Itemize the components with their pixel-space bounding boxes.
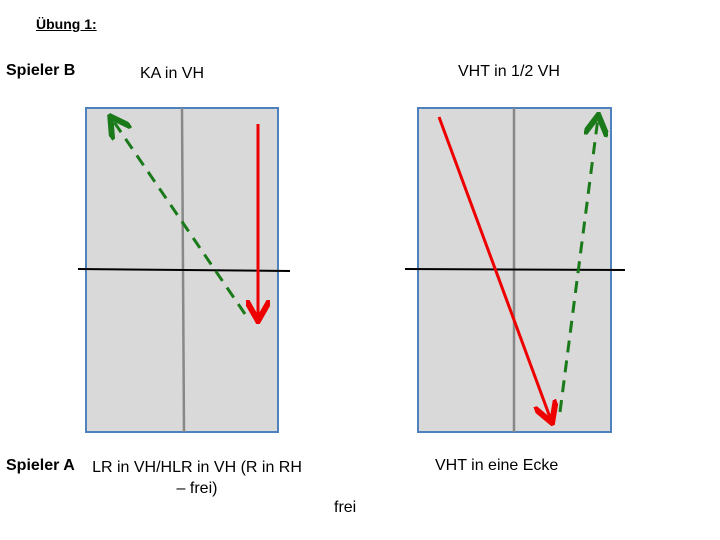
player-a: Spieler A [6, 457, 75, 474]
right-table [404, 107, 626, 433]
right-top-label: VHT in 1/2 VH [458, 63, 560, 80]
left-table [77, 107, 291, 433]
title: Übung 1: [36, 16, 97, 32]
left-bottom-label: LR in VH/HLR in VH (R in RH – frei) [92, 459, 302, 497]
right-bottom-label: VHT in eine Ecke [435, 457, 559, 474]
player-b: Spieler B [6, 62, 76, 79]
left-top-label: KA in VH [140, 65, 205, 82]
footer: frei [334, 499, 357, 516]
